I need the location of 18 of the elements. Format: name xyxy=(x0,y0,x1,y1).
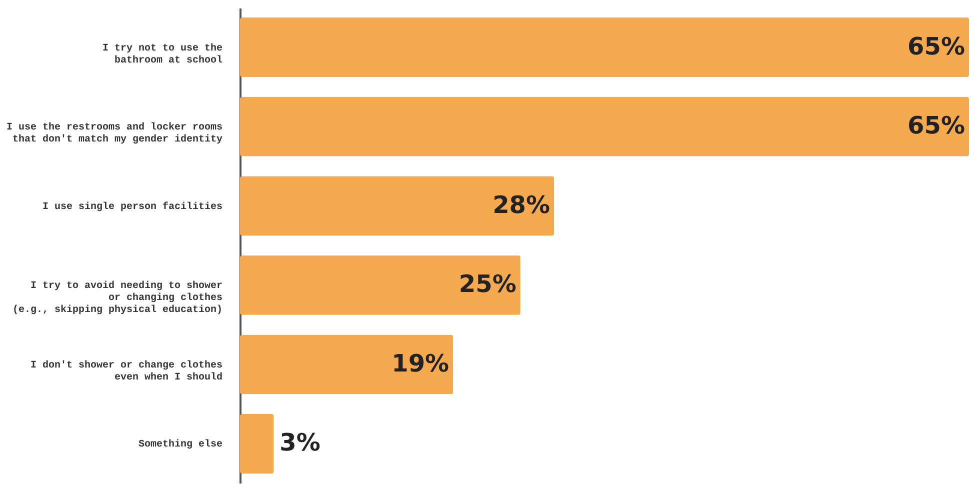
bar xyxy=(240,18,969,77)
data-label: 3% xyxy=(280,428,320,457)
data-label: 19% xyxy=(392,349,450,378)
y-tick-label: I try to avoid needing to shower or changing clothes (e.g., skipping physical education) xyxy=(12,280,222,316)
data-label: 25% xyxy=(458,270,516,298)
y-tick-label: I use the restrooms and locker rooms that don't match my gender identity xyxy=(6,122,222,146)
bar xyxy=(240,176,554,236)
y-tick-label: Something else xyxy=(138,438,222,451)
bar xyxy=(240,96,969,156)
y-tick-label: I don't shower or change clothes even when I should xyxy=(30,359,222,384)
bar xyxy=(240,255,520,315)
data-label: 65% xyxy=(908,112,965,140)
y-tick-label: I use single person facilities xyxy=(42,200,222,213)
data-label: 65% xyxy=(908,32,965,60)
y-tick-label: I try not to use the bathroom at school xyxy=(102,42,222,66)
bar xyxy=(240,334,454,394)
data-label: 28% xyxy=(492,190,550,219)
bar xyxy=(240,414,274,474)
